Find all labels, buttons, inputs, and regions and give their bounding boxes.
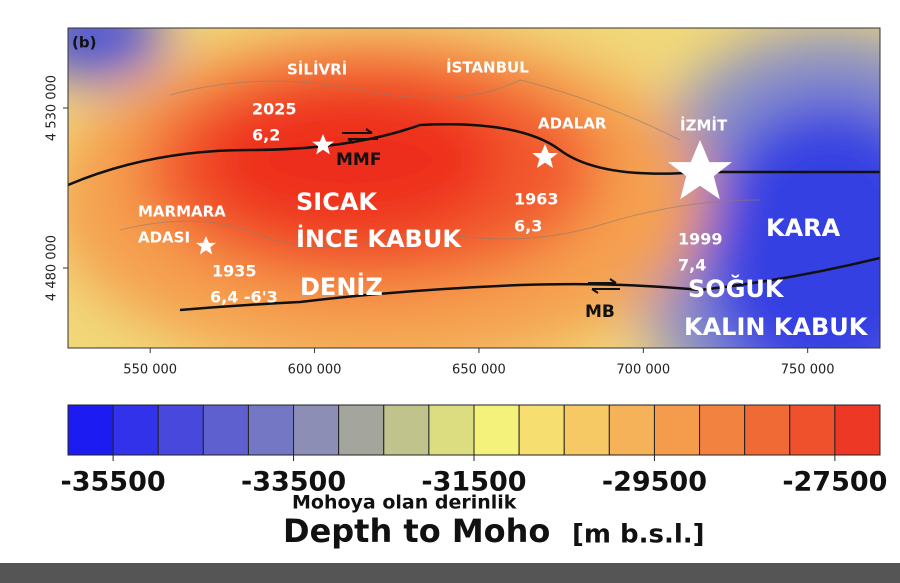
x-tick-label: 600 000 (288, 363, 342, 378)
depth-map (68, 28, 880, 348)
map-label: KALIN KABUK (684, 313, 869, 341)
colorbar-bin (157, 404, 204, 456)
colorbar-bin (293, 404, 340, 456)
x-tick-label: 550 000 (123, 363, 177, 378)
x-tick-label: 750 000 (781, 363, 835, 378)
colorbar-bin (518, 404, 565, 456)
x-tick-label: 700 000 (616, 363, 670, 378)
map-label: 1935 (212, 262, 257, 281)
colorbar-bin (653, 404, 701, 456)
colorbar-bin (383, 404, 430, 456)
map-label: 2025 (252, 100, 297, 119)
colorbar-bin (428, 404, 475, 456)
x-tick-label: 650 000 (452, 363, 506, 378)
map-label: MMF (336, 150, 381, 170)
map-label: 1999 (678, 230, 723, 249)
colorbar-bin (247, 404, 295, 456)
colorbar-bin (112, 404, 159, 456)
fault-arrows (342, 128, 620, 294)
colorbar-unit: [m b.s.l.] (572, 520, 705, 550)
map-label: SICAK (296, 188, 378, 216)
map-label: SOĞUK (688, 273, 785, 303)
map-label: KARA (766, 214, 841, 242)
map-label: İSTANBUL (446, 58, 529, 77)
map-label: 1963 (514, 190, 559, 209)
map-label: İZMİT (680, 116, 728, 135)
colorbar-title: Depth to Moho (283, 512, 550, 550)
colorbar-tick-label: -29500 (602, 467, 707, 498)
colorbar-tick-label: -27500 (782, 467, 887, 498)
colorbar-bin (338, 404, 385, 456)
bottom-strip (0, 563, 900, 583)
y-tick-label: 4 480 000 (45, 235, 60, 301)
map-label: 7,4 (678, 256, 706, 275)
map-label: DENİZ (300, 272, 383, 301)
map-frame (67, 27, 881, 349)
colorbar-bin (473, 404, 520, 456)
map-label: ADASI (138, 229, 190, 247)
map-label: MARMARA (138, 203, 226, 221)
map-label: ADALAR (538, 115, 607, 133)
colorbar-bin (67, 404, 114, 456)
map-label: 6,4 -6'3 (210, 288, 278, 307)
map-label: SİLİVRİ (287, 60, 347, 79)
colorbar-bin (563, 404, 610, 456)
y-tick-label: 4 530 000 (45, 75, 60, 141)
map-label: İNCE KABUK (296, 224, 462, 253)
panel-label: (b) (72, 34, 96, 52)
colorbar-tick-label: -31500 (421, 467, 526, 498)
colorbar-bin (744, 404, 791, 456)
colorbar-tick-label: -33500 (241, 467, 346, 498)
map-label: 6,3 (514, 217, 542, 236)
colorbar-caption: Mohoya olan derinlik (292, 492, 517, 514)
colorbar-bin (789, 404, 836, 456)
map-label: MB (585, 302, 615, 322)
colorbar-bin (608, 404, 655, 456)
colorbar-bin (699, 404, 746, 456)
colorbar-bin (834, 404, 881, 456)
colorbar-bin (202, 404, 249, 456)
map-label: 6,2 (252, 126, 280, 145)
colorbar-tick-label: -35500 (61, 467, 166, 498)
